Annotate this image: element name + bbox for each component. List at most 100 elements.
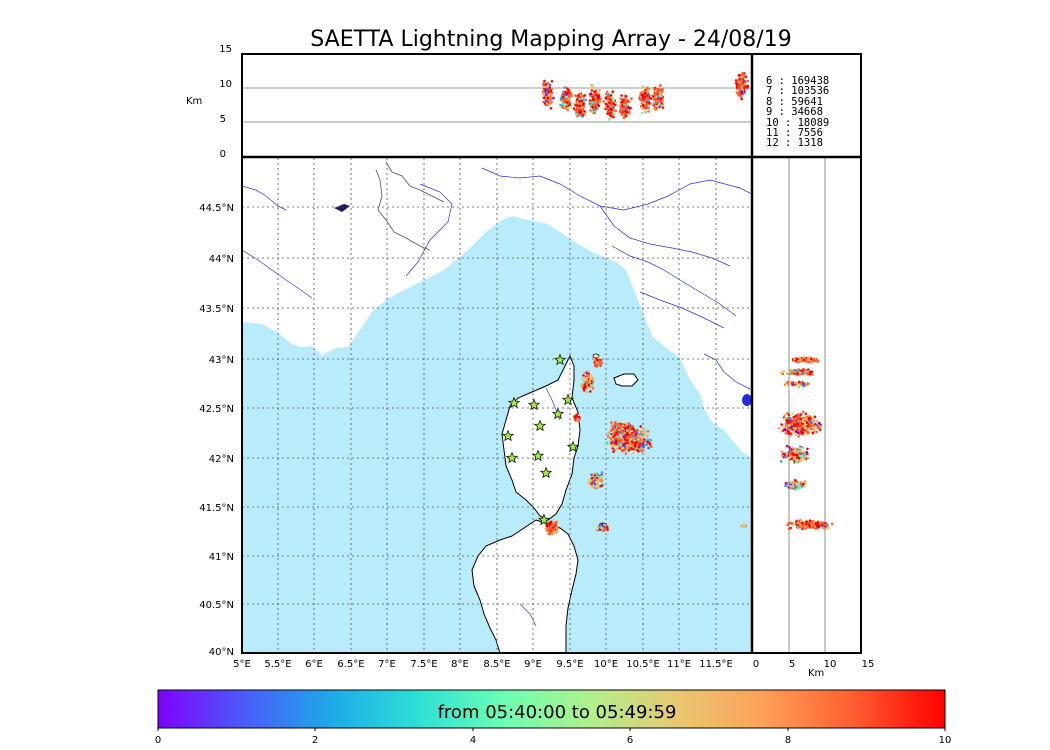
- lightning-source-point: [643, 89, 646, 92]
- lightning-source-point: [808, 524, 811, 528]
- lightning-source-point: [548, 102, 551, 105]
- lightning-source-point: [740, 80, 744, 84]
- colorbar-tick: 0: [155, 735, 161, 746]
- lightning-source-point: [784, 422, 788, 426]
- lightning-source-point: [792, 416, 795, 419]
- lightning-source-point: [803, 452, 807, 456]
- lightning-source-point: [791, 412, 794, 416]
- lightning-source-point: [793, 478, 797, 482]
- lightning-source-point: [802, 418, 805, 421]
- lon-label: 5.5°E: [264, 659, 291, 670]
- lightning-source-point: [654, 106, 657, 109]
- top-ytick-10: 10: [219, 79, 232, 90]
- lightning-source-point: [814, 422, 817, 426]
- lightning-source-point: [609, 96, 612, 99]
- lightning-source-point: [642, 107, 646, 111]
- right-panel-scatter: [778, 356, 834, 531]
- lightning-source-point: [785, 420, 789, 423]
- lightning-source-point: [649, 97, 653, 100]
- lightning-source-point: [791, 383, 794, 387]
- lightning-source-point: [782, 425, 785, 428]
- lightning-source-point: [622, 101, 626, 104]
- lightning-source-point: [644, 111, 647, 114]
- colorbar-tick: 2: [312, 735, 318, 746]
- lightning-source-point: [573, 108, 577, 112]
- lightning-source-point: [790, 448, 793, 451]
- lon-label: 5°E: [233, 659, 251, 670]
- lightning-source-point: [546, 81, 550, 85]
- lightning-source-point: [614, 439, 618, 442]
- lightning-source-point: [576, 104, 579, 107]
- lightning-source-point: [587, 383, 590, 387]
- lightning-source-point: [609, 98, 612, 101]
- lightning-source-point: [779, 430, 783, 433]
- lightning-source-point: [554, 526, 558, 529]
- lightning-source-point: [600, 526, 603, 530]
- lightning-source-point: [805, 451, 809, 454]
- lat-label: 43.5°N: [199, 304, 234, 315]
- lightning-source-point: [596, 485, 599, 489]
- lightning-source-point: [783, 453, 786, 457]
- lightning-source-point: [796, 382, 799, 386]
- lightning-source-point: [805, 520, 808, 523]
- lightning-source-point: [793, 453, 797, 457]
- lightning-source-point: [802, 356, 806, 359]
- lightning-source-point: [778, 427, 781, 430]
- lightning-source-point: [545, 102, 549, 105]
- lon-label: 10°E: [594, 659, 618, 670]
- lightning-source-point: [620, 100, 623, 104]
- lightning-source-point: [605, 525, 609, 529]
- lightning-source-point: [786, 412, 789, 415]
- lightning-source-point: [805, 430, 808, 433]
- lightning-source-point: [798, 380, 801, 384]
- lightning-source-point: [661, 88, 664, 91]
- lightning-source-point: [580, 383, 584, 387]
- lightning-source-point: [609, 113, 612, 117]
- lightning-source-point: [785, 383, 788, 387]
- lightning-source-point: [615, 437, 618, 441]
- lightning-source-point: [739, 95, 743, 98]
- lightning-source-point: [655, 87, 658, 91]
- lightning-source-point: [645, 94, 649, 97]
- lightning-source-point: [797, 426, 801, 430]
- lightning-source-point: [576, 100, 579, 104]
- lightning-source-point: [611, 444, 614, 447]
- lightning-source-point: [633, 429, 636, 432]
- lightning-source-point: [800, 484, 804, 488]
- lat-label: 42°N: [209, 454, 234, 465]
- lightning-source-point: [596, 101, 600, 105]
- lightning-source-point: [636, 448, 639, 452]
- lightning-source-point: [622, 116, 626, 120]
- lightning-source-point: [583, 378, 586, 381]
- lightning-source-point: [746, 79, 750, 83]
- lightning-source-point: [582, 389, 586, 392]
- lightning-source-point: [606, 112, 609, 115]
- lightning-source-point: [585, 380, 589, 384]
- lightning-source-point: [643, 105, 647, 109]
- lightning-source-point: [624, 95, 628, 98]
- lightning-source-point: [650, 445, 653, 449]
- lightning-source-point: [581, 377, 584, 381]
- lightning-source-point: [577, 419, 580, 423]
- lightning-source-point: [543, 79, 546, 83]
- lightning-source-point: [602, 100, 605, 103]
- lightning-source-point: [578, 97, 581, 101]
- lightning-source-point: [785, 444, 789, 448]
- lightning-source-point: [811, 431, 815, 435]
- lightning-source-point: [596, 361, 599, 365]
- lightning-source-point: [611, 426, 615, 429]
- lightning-source-point: [627, 446, 630, 449]
- lightning-source-point: [630, 427, 634, 431]
- lightning-source-point: [591, 387, 595, 390]
- top-ytick-0: 0: [220, 149, 226, 160]
- lightning-source-point: [744, 75, 747, 78]
- lightning-source-point: [595, 357, 598, 360]
- lightning-source-point: [639, 439, 642, 442]
- lightning-source-point: [790, 480, 794, 484]
- lightning-source-point: [647, 93, 651, 97]
- lightning-source-point: [585, 391, 589, 394]
- lightning-source-point: [652, 102, 656, 105]
- lightning-source-point: [588, 380, 591, 384]
- lightning-source-point: [625, 423, 628, 427]
- lightning-source-point: [796, 431, 800, 435]
